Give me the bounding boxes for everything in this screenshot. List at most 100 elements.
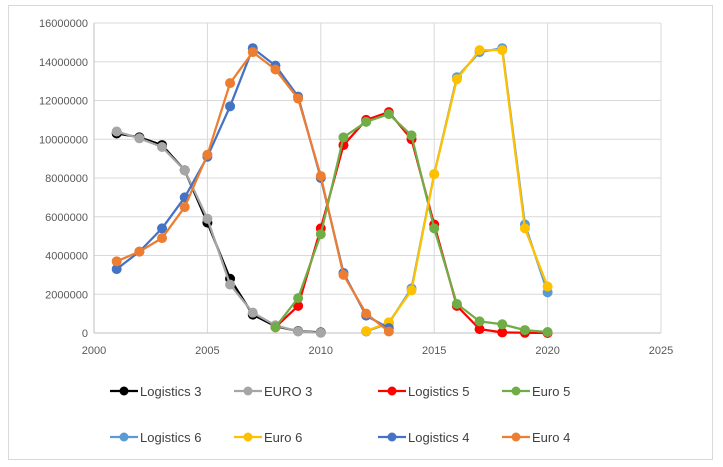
legend-swatch-marker [511,386,521,396]
x-tick-label: 2025 [649,345,673,357]
data-point-euro-5 [293,293,304,304]
x-tick-label: 2020 [535,345,559,357]
legend-swatch-marker [119,432,129,442]
data-point-euro-6 [474,45,485,56]
legend-item-logistics-5: Logistics 5 [378,384,469,399]
series-euro-5 [270,109,553,338]
data-point-euro-3 [202,213,213,224]
data-point-euro-5 [429,223,440,234]
y-tick-label: 4000000 [45,251,88,263]
gridlines [94,22,662,333]
data-point-euro-4 [315,171,326,182]
data-point-euro-5 [542,327,553,338]
legend-label: Logistics 3 [140,384,201,399]
series-line-logistics-4 [116,47,390,330]
data-point-euro-3 [293,326,304,337]
legend-item-logistics-4: Logistics 4 [378,430,469,445]
series-line-euro-5 [274,112,548,334]
y-tick-label: 6000000 [45,212,88,224]
y-tick-label: 12000000 [39,96,88,108]
legend-item-euro-5: Euro 5 [502,384,570,399]
data-point-euro-3 [111,126,122,137]
y-axis-ticks: 0 2000000 4000000 6000000 8000000 10000000 120… [39,18,88,340]
legend-label: Logistics 4 [408,430,469,445]
series-line-euro-6 [365,48,549,333]
data-point-euro-5 [519,325,530,336]
data-point-euro-3 [134,133,145,144]
data-point-euro-4 [157,233,168,244]
data-point-euro-3 [247,307,258,318]
legend-swatch-marker [243,432,253,442]
data-point-euro-3 [157,142,168,152]
series-euro-6 [361,45,553,337]
x-axis-ticks: 2000 2005 2010 2015 2020 2025 [82,345,673,357]
x-tick-label: 2010 [309,345,333,357]
data-point-euro-6 [542,281,553,292]
data-point-euro-4 [293,93,304,104]
series-line-euro-4 [116,50,390,333]
data-point-euro-5 [338,132,349,143]
data-point-euro-6 [497,45,508,56]
legend-item-euro-6: Euro 6 [234,430,302,445]
series-logistics-6 [361,43,553,337]
legend-label: EURO 3 [264,384,312,399]
series-line-logistics-3 [116,132,321,334]
legend-swatch-marker [511,432,521,442]
series-euro-4 [111,47,394,337]
legend-item-euro-4: Euro 4 [502,430,570,445]
legend-swatch-marker [387,432,397,442]
chart-area [8,5,713,460]
legend-item-euro-3: EURO 3 [234,384,312,399]
data-point-euro-5 [361,116,372,127]
x-tick-label: 2005 [195,345,219,357]
legend-label: Euro 5 [532,384,570,399]
data-point-euro-5 [383,109,394,120]
data-point-euro-5 [451,298,462,309]
data-point-euro-4 [134,246,145,257]
data-point-euro-5 [315,229,326,240]
legend-label: Euro 4 [532,430,570,445]
data-point-euro-4 [361,308,372,319]
data-point-euro-6 [451,74,462,85]
data-point-euro-3 [179,165,190,176]
series-line-euro-3 [116,130,321,334]
x-tick-label: 2000 [82,345,106,357]
data-point-euro-4 [338,269,349,280]
y-tick-label: 2000000 [45,289,88,301]
data-point-euro-4 [383,326,394,337]
y-tick-label: 10000000 [39,134,88,146]
data-point-euro-4 [225,78,236,89]
legend-swatch-marker [387,386,397,396]
data-point-euro-6 [429,169,440,180]
data-point-euro-6 [361,326,372,337]
data-point-euro-4 [202,149,213,160]
data-point-euro-5 [270,322,281,333]
series-line-logistics-5 [274,110,548,335]
plot-series [111,43,553,338]
data-point-euro-6 [406,285,417,296]
y-tick-label: 0 [82,328,88,340]
data-point-euro-5 [406,130,417,141]
data-point-euro-5 [474,316,485,327]
data-point-logistics-4 [225,101,236,112]
data-point-euro-3 [225,279,236,290]
axes [93,23,661,334]
legend: Logistics 3 EURO 3 Logistics 5 Euro 5 Logist… [110,384,570,445]
y-tick-label: 14000000 [39,57,88,69]
data-point-euro-4 [247,47,258,58]
data-point-euro-5 [497,319,508,330]
legend-item-logistics-6: Logistics 6 [110,430,201,445]
data-point-euro-3 [315,327,326,338]
y-tick-label: 8000000 [45,173,88,185]
legend-label: Euro 6 [264,430,302,445]
legend-label: Logistics 6 [140,430,201,445]
data-point-logistics-4 [157,223,168,234]
legend-swatch-marker [243,386,253,396]
data-point-euro-4 [270,64,281,75]
x-tick-label: 2015 [422,345,446,357]
series-logistics-5 [270,107,553,338]
data-point-euro-4 [111,256,122,267]
data-point-euro-4 [179,202,190,213]
data-point-euro-6 [519,223,530,234]
legend-swatch-marker [119,386,129,396]
